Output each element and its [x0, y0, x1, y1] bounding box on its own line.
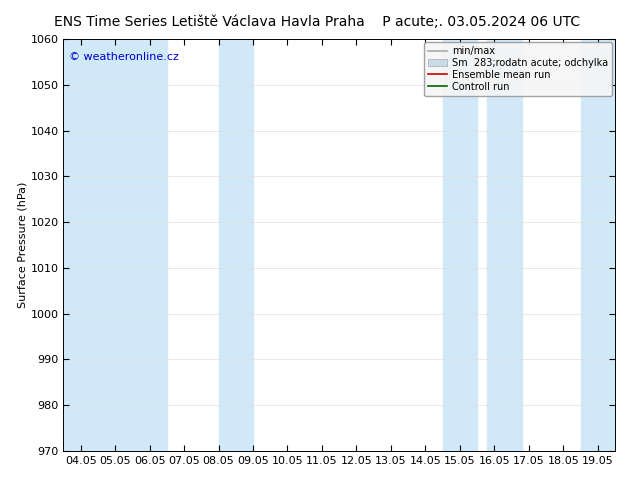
Legend: min/max, Sm  283;rodatn acute; odchylka, Ensemble mean run, Controll run: min/max, Sm 283;rodatn acute; odchylka, …	[424, 42, 612, 96]
Y-axis label: Surface Pressure (hPa): Surface Pressure (hPa)	[18, 182, 28, 308]
Bar	[488, 39, 522, 451]
Text: ENS Time Series Letiště Václava Havla Praha    P acute;. 03.05.2024 06 UTC: ENS Time Series Letiště Václava Havla Pr…	[54, 15, 580, 29]
Bar	[581, 39, 632, 451]
Bar	[219, 39, 253, 451]
Bar	[443, 39, 477, 451]
Text: © weatheronline.cz: © weatheronline.cz	[69, 51, 179, 62]
Bar	[63, 39, 167, 451]
